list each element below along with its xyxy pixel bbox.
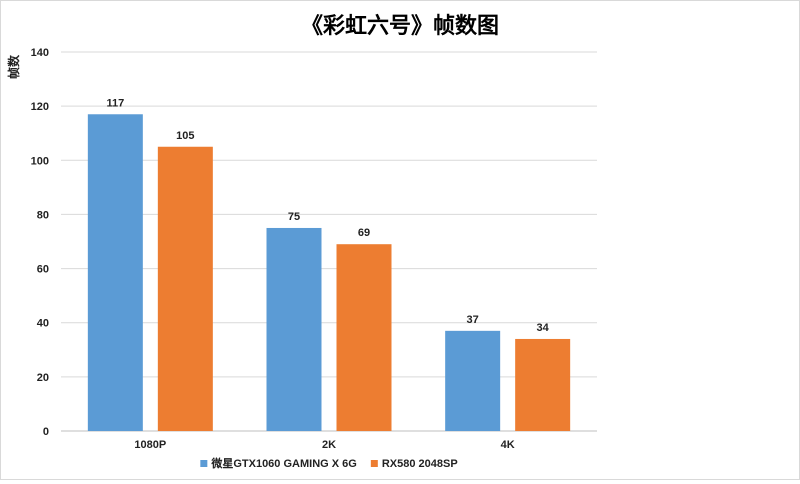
data-labels: 117 105 75 69 37 34 <box>106 97 549 334</box>
y-tick-label: 20 <box>37 372 49 384</box>
y-axis-label: 帧数 <box>6 54 21 79</box>
y-tick-label: 80 <box>37 209 49 221</box>
legend-item: RX580 2048SP <box>370 458 458 470</box>
y-tick-label: 140 <box>31 47 49 59</box>
y-tick-label: 40 <box>37 318 49 330</box>
y-tick-label: 60 <box>37 264 49 276</box>
legend-label: RX580 2048SP <box>382 458 458 470</box>
data-label: 75 <box>288 211 300 223</box>
bar <box>266 227 322 431</box>
bar <box>87 114 143 431</box>
legend-swatch <box>370 460 378 467</box>
bar <box>157 146 213 431</box>
y-axis-ticks: 0 20 40 60 80 100 120 140 <box>31 47 49 438</box>
legend: 微星GTX1060 GAMING X 6G RX580 2048SP <box>200 456 458 470</box>
gridlines <box>61 51 597 432</box>
bar <box>445 330 501 431</box>
x-axis-ticks: 1080P 2K 4K <box>134 439 514 451</box>
data-label: 117 <box>106 97 124 109</box>
legend-swatch <box>200 460 208 467</box>
data-label: 37 <box>467 314 479 326</box>
bars <box>87 114 571 431</box>
data-label: 105 <box>176 130 194 142</box>
y-tick-label: 100 <box>31 155 49 167</box>
x-tick-label: 4K <box>501 439 515 451</box>
bar <box>515 338 571 431</box>
chart-title: 《彩虹六号》帧数图 <box>301 13 499 38</box>
x-tick-label: 2K <box>322 439 336 451</box>
bar <box>336 244 392 431</box>
y-tick-label: 120 <box>31 101 49 113</box>
legend-item: 微星GTX1060 GAMING X 6G <box>200 456 357 470</box>
legend-label: 微星GTX1060 GAMING X 6G <box>210 456 356 470</box>
data-label: 69 <box>358 227 370 239</box>
x-tick-label: 1080P <box>134 439 166 451</box>
data-label: 34 <box>537 322 550 334</box>
y-tick-label: 0 <box>43 426 49 438</box>
